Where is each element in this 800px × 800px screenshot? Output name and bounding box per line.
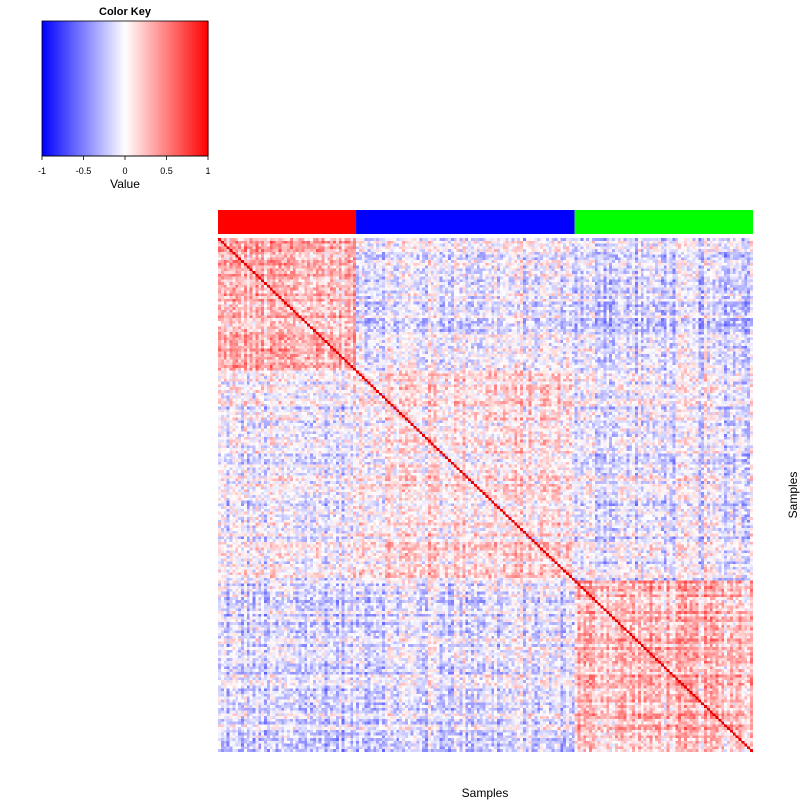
color-key-tick-label: -0.5 bbox=[76, 166, 92, 176]
color-key-swatch bbox=[106, 21, 111, 156]
color-key-swatch bbox=[169, 21, 173, 156]
color-key-swatch bbox=[99, 21, 103, 156]
color-key-swatch bbox=[42, 21, 46, 156]
color-key-swatch bbox=[101, 21, 105, 156]
group-color-group-3 bbox=[574, 210, 753, 234]
color-key-swatch bbox=[80, 21, 85, 156]
color-key-swatch bbox=[197, 21, 201, 156]
group-color-bar bbox=[218, 210, 753, 234]
color-key-swatch bbox=[75, 21, 79, 156]
color-key-swatch bbox=[109, 21, 113, 156]
color-key-swatch bbox=[153, 21, 157, 156]
color-key-swatch bbox=[49, 21, 53, 156]
color-key-swatch bbox=[189, 21, 194, 156]
group-color-group-2 bbox=[356, 210, 575, 234]
color-key-swatch bbox=[150, 21, 155, 156]
color-key-swatch bbox=[161, 21, 165, 156]
color-key-value-label: Value bbox=[110, 177, 140, 191]
color-key-swatch bbox=[148, 21, 152, 156]
y-axis-label: Samples bbox=[786, 472, 800, 519]
color-key-swatch bbox=[88, 21, 92, 156]
color-key-swatch bbox=[137, 21, 142, 156]
color-key-swatch bbox=[67, 21, 72, 156]
color-key-swatch bbox=[156, 21, 160, 156]
color-key-swatch bbox=[112, 21, 116, 156]
color-key-swatch bbox=[182, 21, 186, 156]
color-key-swatch bbox=[60, 21, 64, 156]
color-key-swatch bbox=[65, 21, 69, 156]
color-key-tick-label: 0.5 bbox=[160, 166, 173, 176]
color-key-tick-label: -1 bbox=[38, 166, 46, 176]
color-key-swatch bbox=[200, 21, 204, 156]
color-key-axis: -1 -0.5 0 0.5 1 bbox=[38, 155, 211, 176]
color-key-swatch bbox=[52, 21, 56, 156]
color-key-swatch bbox=[202, 21, 207, 156]
color-key-tick-label: 0 bbox=[122, 166, 127, 176]
color-key-swatch bbox=[104, 21, 108, 156]
color-key-swatch bbox=[166, 21, 170, 156]
color-key-tick-label: 1 bbox=[205, 166, 210, 176]
color-key-swatch bbox=[130, 21, 134, 156]
color-key-swatch bbox=[93, 21, 98, 156]
color-key: Color Key -1 -0.5 0 0.5 1 Value bbox=[38, 6, 211, 191]
color-key-swatch bbox=[44, 21, 48, 156]
color-key-swatch bbox=[122, 21, 126, 156]
color-key-swatch bbox=[54, 21, 59, 156]
color-key-swatch bbox=[127, 21, 131, 156]
color-key-swatch bbox=[187, 21, 191, 156]
color-key-swatch bbox=[96, 21, 100, 156]
color-key-swatch bbox=[114, 21, 118, 156]
color-key-swatch bbox=[57, 21, 61, 156]
color-key-swatch bbox=[143, 21, 147, 156]
heatmap-diagonal bbox=[217, 237, 754, 753]
color-key-swatch bbox=[62, 21, 66, 156]
color-key-swatch bbox=[73, 21, 77, 156]
color-key-swatch bbox=[83, 21, 87, 156]
color-key-swatch bbox=[184, 21, 188, 156]
color-key-swatch bbox=[70, 21, 74, 156]
color-key-swatch bbox=[91, 21, 95, 156]
color-key-swatch bbox=[86, 21, 90, 156]
color-key-swatch bbox=[176, 21, 181, 156]
color-key-swatch bbox=[205, 21, 209, 156]
color-key-swatch bbox=[135, 21, 139, 156]
color-key-gradient bbox=[41, 20, 209, 157]
color-key-swatch bbox=[132, 21, 136, 156]
color-key-swatch bbox=[145, 21, 149, 156]
color-key-swatch bbox=[171, 21, 175, 156]
color-key-swatch bbox=[163, 21, 168, 156]
color-key-swatch bbox=[125, 21, 129, 156]
color-key-swatch bbox=[179, 21, 183, 156]
color-key-swatch bbox=[119, 21, 124, 156]
color-key-title: Color Key bbox=[99, 6, 152, 18]
color-key-swatch bbox=[140, 21, 144, 156]
x-axis-label: Samples bbox=[462, 786, 509, 800]
group-color-group-1 bbox=[218, 210, 357, 234]
color-key-swatch bbox=[47, 21, 51, 156]
color-key-swatch bbox=[174, 21, 178, 156]
color-key-swatch bbox=[195, 21, 199, 156]
color-key-swatch bbox=[117, 21, 121, 156]
color-key-swatch bbox=[78, 21, 82, 156]
correlation-heatmap bbox=[217, 237, 754, 753]
color-key-swatch bbox=[158, 21, 162, 156]
color-key-swatch bbox=[192, 21, 196, 156]
